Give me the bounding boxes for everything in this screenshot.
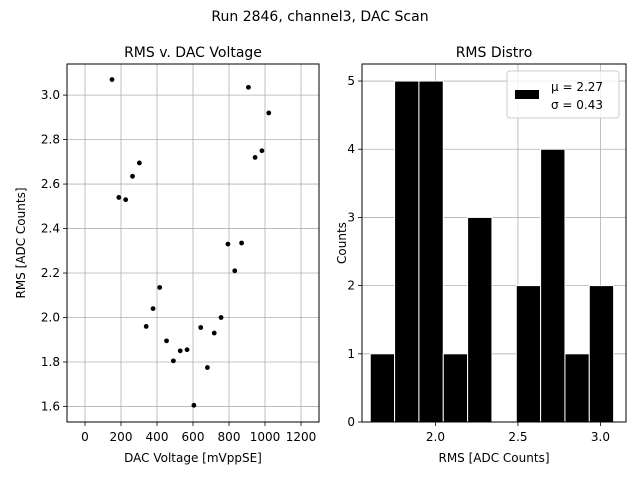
scatter-y-axis-label: RMS [ADC Counts]: [14, 187, 28, 298]
scatter-point: [150, 306, 156, 311]
histogram-y-tick-label: 0: [347, 415, 355, 429]
scatter-gridlines: [67, 64, 319, 422]
histogram-bar: [540, 148, 566, 423]
scatter-x-ticks: 0 200 400 600 800 1000 1200: [81, 422, 316, 444]
scatter-axes: 0 200 400 600 800 1000 1200 1.6 1.8 2.0 2.2 2.4 2.6…: [14, 45, 320, 465]
histogram-bar: [564, 353, 590, 423]
scatter-y-tick-label: 3.0: [41, 88, 60, 102]
scatter-y-tick-label: 2.0: [41, 310, 60, 324]
histogram-y-ticks: 0 1 2 3 4 5: [347, 74, 362, 429]
scatter-point: [239, 240, 245, 246]
histogram-x-tick-label: 3.0: [591, 430, 610, 444]
scatter-x-tick-label: 0: [81, 430, 89, 444]
histogram-x-ticks: 2.0 2.5 3.0: [426, 422, 610, 444]
scatter-y-tick-label: 1.8: [41, 355, 60, 369]
histogram-bar: [588, 285, 615, 423]
histogram-bar: [467, 216, 493, 423]
histogram-y-axis-label: Counts: [335, 222, 349, 264]
histogram-y-tick-label: 4: [347, 142, 355, 156]
histogram-x-tick-label: 2.0: [426, 430, 445, 444]
scatter-points: [109, 77, 272, 408]
histogram-x-axis-label: RMS [ADC Counts]: [438, 451, 549, 465]
scatter-y-tick-label: 2.6: [41, 177, 60, 191]
histogram-y-tick-label: 1: [347, 347, 355, 361]
scatter-x-tick-label: 1200: [286, 430, 317, 444]
histogram-bar: [369, 353, 396, 423]
legend-swatch: [515, 90, 539, 99]
scatter-point: [198, 325, 204, 330]
scatter-x-tick-label: 200: [110, 430, 133, 444]
scatter-point: [259, 148, 265, 154]
histogram-axes: 2.0 2.5 3.0 0 1 2 3 4 5 RMS Distro RMS [ADC Cou…: [335, 45, 627, 465]
scatter-point: [232, 268, 238, 274]
legend-box: [506, 70, 620, 119]
histogram-y-tick-label: 5: [347, 74, 355, 88]
scatter-point: [218, 315, 224, 320]
legend-sigma-text: σ = 0.43: [551, 98, 603, 112]
histogram-bar: [442, 353, 469, 423]
scatter-point: [246, 84, 251, 90]
scatter-y-tick-label: 2.4: [41, 222, 60, 236]
scatter-point: [170, 358, 176, 364]
histogram-bar: [515, 285, 542, 423]
scatter-point: [123, 197, 129, 203]
histogram-y-tick-label: 2: [347, 279, 355, 293]
scatter-point: [252, 154, 258, 160]
scatter-point: [143, 323, 149, 329]
scatter-point: [136, 160, 142, 166]
histogram-bar: [394, 80, 420, 423]
scatter-x-tick-label: 600: [182, 430, 205, 444]
figure-suptitle: Run 2846, channel3, DAC Scan: [211, 9, 428, 25]
scatter-x-axis-label: DAC Voltage [mVppSE]: [124, 451, 262, 465]
scatter-title: RMS v. DAC Voltage: [124, 45, 262, 61]
scatter-y-tick-label: 2.8: [41, 133, 60, 147]
legend-mu-text: μ = 2.27: [551, 80, 603, 94]
scatter-point: [205, 365, 210, 370]
scatter-y-ticks: 1.6 1.8 2.0 2.2 2.4 2.6 2.8 3.0: [41, 88, 67, 413]
scatter-y-tick-label: 2.2: [41, 266, 60, 280]
histogram-title: RMS Distro: [456, 45, 533, 61]
scatter-point: [177, 348, 183, 354]
scatter-x-tick-label: 400: [146, 430, 169, 444]
scatter-point: [266, 110, 272, 116]
scatter-point: [164, 338, 169, 344]
scatter-point: [191, 402, 197, 408]
histogram-x-tick-label: 2.5: [508, 430, 527, 444]
scatter-point: [130, 173, 135, 179]
histogram-legend: μ = 2.27 σ = 0.43: [506, 70, 620, 119]
histogram-frame: [361, 63, 627, 423]
histogram-bar: [418, 80, 444, 423]
scatter-x-tick-label: 800: [218, 430, 241, 444]
scatter-point: [184, 347, 190, 353]
scatter-point: [116, 195, 122, 200]
scatter-x-tick-label: 1000: [250, 430, 281, 444]
scatter-point: [109, 77, 115, 82]
scatter-point: [157, 285, 163, 290]
scatter-point: [211, 330, 217, 336]
histogram-y-tick-label: 3: [347, 210, 355, 224]
scatter-y-tick-label: 1.6: [41, 399, 60, 413]
scatter-point: [225, 241, 231, 247]
